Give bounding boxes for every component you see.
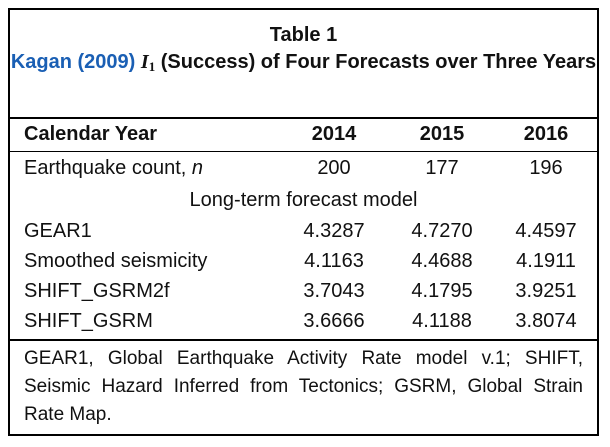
earthquake-count-row: Earthquake count, n 200 177 196	[10, 153, 597, 183]
table-footnote: GEAR1, Global Earthquake Activity Rate m…	[24, 348, 583, 425]
caption-rest: (Success) of Four Forecasts over Three Y…	[155, 51, 597, 73]
table-cell: 4.3287	[303, 220, 365, 242]
model-name: GEAR1	[24, 220, 92, 242]
table-cell: 4.1911	[516, 250, 576, 272]
model-name: Smoothed seismicity	[24, 250, 208, 272]
table-cell: 3.6666	[303, 310, 365, 332]
model-name: SHIFT_GSRM	[24, 310, 153, 332]
table-heading: Table 1	[269, 24, 338, 46]
table-cell: 4.4597	[515, 220, 577, 242]
earthquake-count-label: Earthquake count, n	[24, 157, 204, 179]
column-header-year: Calendar Year	[24, 123, 158, 145]
column-header-2015: 2015	[419, 123, 465, 145]
table-row: SHIFT_GSRM 3.6666 4.1188 3.8074	[10, 306, 597, 336]
table-cell: 177	[425, 157, 459, 179]
table-bottom-rule	[10, 339, 597, 341]
table-cell: 4.4688	[411, 250, 473, 272]
header-top-rule	[10, 117, 597, 119]
count-variable: n	[191, 157, 204, 179]
table-cell: 196	[529, 157, 563, 179]
column-header-row: Calendar Year 2014 2015 2016	[10, 119, 597, 149]
table-row: Smoothed seismicity 4.1163 4.4688 4.1911	[10, 246, 597, 276]
column-header-2016: 2016	[523, 123, 569, 145]
table-cell: 4.1188	[412, 310, 472, 332]
table-cell: 3.8074	[515, 310, 577, 332]
table-cell: 4.7270	[411, 220, 473, 242]
table-cell: 200	[317, 157, 351, 179]
citation-link[interactable]: Kagan (2009)	[10, 51, 136, 73]
model-name: SHIFT_GSRM2f	[24, 280, 170, 302]
table-title-block: Table 1 Kagan (2009) I1 (Success) of Fou…	[10, 22, 597, 81]
table-caption: Kagan (2009) I1 (Success) of Four Foreca…	[10, 48, 597, 81]
table-cell: 4.1795	[411, 280, 473, 302]
success-symbol: I	[140, 51, 149, 73]
section-label: Long-term forecast model	[189, 189, 418, 211]
table-frame: Table 1 Kagan (2009) I1 (Success) of Fou…	[8, 8, 599, 436]
table-row: SHIFT_GSRM2f 3.7043 4.1795 3.9251	[10, 276, 597, 306]
table-cell: 3.7043	[303, 280, 365, 302]
table-cell: 3.9251	[515, 280, 577, 302]
header-bottom-rule	[10, 151, 597, 152]
success-symbol-subscript: 1	[148, 59, 156, 74]
table-cell: 4.1163	[304, 250, 364, 272]
table-row: GEAR1 4.3287 4.7270 4.4597	[10, 216, 597, 246]
column-header-2014: 2014	[311, 123, 357, 145]
